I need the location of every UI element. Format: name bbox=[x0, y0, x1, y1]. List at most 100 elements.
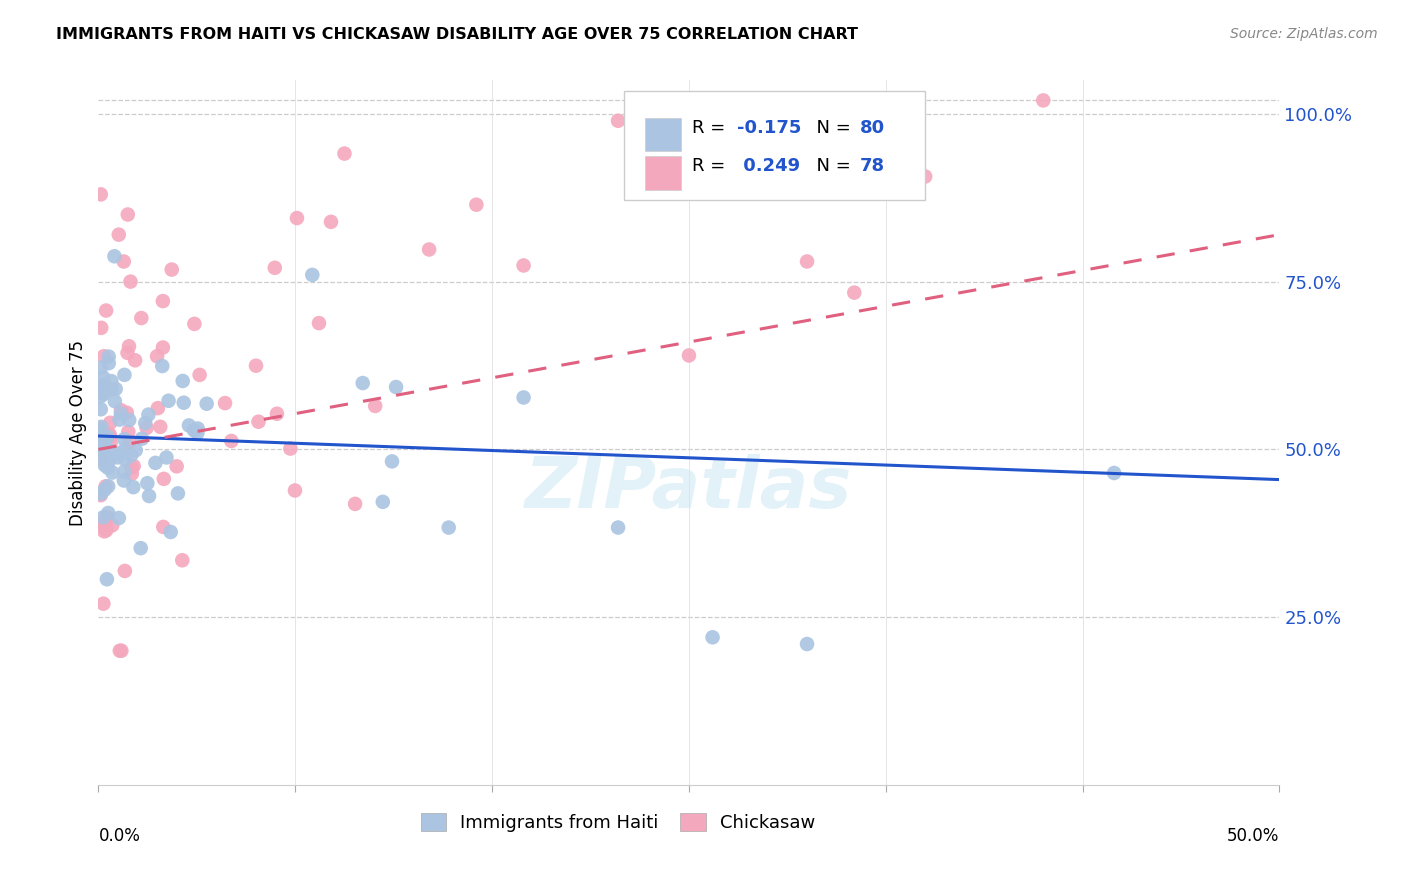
Point bbox=[90, 421, 112, 435]
Point bbox=[90, 386, 112, 401]
Point bbox=[437, 520, 460, 534]
Point bbox=[112, 465, 135, 479]
Point bbox=[94, 303, 117, 318]
Point bbox=[97, 460, 120, 475]
Point bbox=[172, 374, 194, 388]
Text: 78: 78 bbox=[860, 157, 886, 175]
Point bbox=[97, 356, 120, 370]
Point bbox=[90, 488, 112, 502]
Point bbox=[104, 382, 127, 396]
Text: 0.249: 0.249 bbox=[737, 157, 800, 175]
Point bbox=[125, 443, 148, 458]
Text: 0.0%: 0.0% bbox=[98, 827, 141, 846]
Point bbox=[129, 541, 152, 556]
Point bbox=[152, 294, 174, 309]
Point bbox=[97, 506, 120, 520]
Text: N =: N = bbox=[804, 119, 856, 137]
Point bbox=[157, 393, 180, 408]
Point bbox=[101, 518, 124, 533]
Point bbox=[308, 316, 330, 330]
Point bbox=[122, 459, 145, 474]
Point bbox=[114, 442, 136, 457]
Point bbox=[110, 403, 132, 417]
Bar bbox=[645, 156, 681, 189]
Point bbox=[319, 215, 342, 229]
Point bbox=[90, 452, 112, 467]
Point bbox=[97, 350, 120, 364]
Point bbox=[110, 644, 132, 658]
Point bbox=[352, 376, 374, 390]
Point bbox=[385, 380, 408, 394]
Point bbox=[796, 254, 818, 268]
Point bbox=[121, 460, 143, 475]
Point bbox=[90, 424, 112, 438]
Bar bbox=[645, 118, 681, 152]
Legend: Immigrants from Haiti, Chickasaw: Immigrants from Haiti, Chickasaw bbox=[413, 805, 823, 839]
Point bbox=[91, 510, 114, 524]
Point bbox=[93, 483, 115, 497]
Point bbox=[97, 479, 120, 493]
Point bbox=[135, 421, 157, 435]
Point bbox=[702, 630, 724, 644]
Point bbox=[94, 479, 117, 493]
Point bbox=[90, 321, 112, 335]
Point bbox=[90, 427, 112, 442]
Point bbox=[108, 412, 131, 426]
Point bbox=[136, 476, 159, 491]
Point bbox=[118, 434, 141, 449]
Point bbox=[101, 466, 124, 480]
Point bbox=[371, 495, 394, 509]
Text: 50.0%: 50.0% bbox=[1227, 827, 1279, 846]
Point bbox=[98, 427, 121, 442]
Point bbox=[245, 359, 267, 373]
Point bbox=[1032, 94, 1054, 108]
Text: N =: N = bbox=[804, 157, 856, 175]
Point bbox=[112, 474, 135, 488]
Point bbox=[117, 425, 139, 439]
Point bbox=[160, 262, 183, 277]
Point bbox=[93, 349, 115, 363]
Point bbox=[98, 430, 121, 444]
Point bbox=[93, 377, 115, 392]
Point bbox=[172, 553, 194, 567]
Point bbox=[96, 429, 118, 443]
Point bbox=[122, 480, 145, 494]
Point bbox=[91, 379, 114, 393]
Point bbox=[285, 211, 308, 225]
Point bbox=[100, 436, 122, 450]
Point bbox=[90, 402, 112, 417]
Point bbox=[344, 497, 367, 511]
Point bbox=[607, 520, 630, 534]
Point bbox=[159, 524, 181, 539]
Point bbox=[94, 434, 117, 448]
Point bbox=[221, 434, 243, 448]
Point bbox=[90, 487, 112, 501]
Point bbox=[93, 386, 115, 401]
Text: 80: 80 bbox=[860, 119, 886, 137]
Point bbox=[91, 370, 114, 384]
Point bbox=[465, 197, 488, 211]
Point bbox=[512, 391, 534, 405]
Point bbox=[183, 423, 205, 437]
Point bbox=[107, 227, 129, 242]
Point bbox=[96, 523, 118, 537]
Point bbox=[381, 454, 404, 468]
Point bbox=[152, 520, 174, 534]
Point bbox=[187, 421, 209, 435]
Point bbox=[108, 511, 131, 525]
Point bbox=[108, 446, 131, 460]
Point bbox=[93, 452, 115, 467]
Point bbox=[114, 564, 136, 578]
Point bbox=[214, 396, 236, 410]
Text: IMMIGRANTS FROM HAITI VS CHICKASAW DISABILITY AGE OVER 75 CORRELATION CHART: IMMIGRANTS FROM HAITI VS CHICKASAW DISAB… bbox=[56, 27, 858, 42]
Point bbox=[844, 285, 866, 300]
Text: R =: R = bbox=[693, 157, 731, 175]
Point bbox=[118, 339, 141, 353]
Point bbox=[103, 249, 125, 263]
Point bbox=[188, 368, 211, 382]
Point bbox=[748, 94, 770, 108]
Point bbox=[118, 413, 141, 427]
Point bbox=[167, 486, 190, 500]
Point bbox=[195, 397, 218, 411]
Point bbox=[117, 346, 139, 360]
